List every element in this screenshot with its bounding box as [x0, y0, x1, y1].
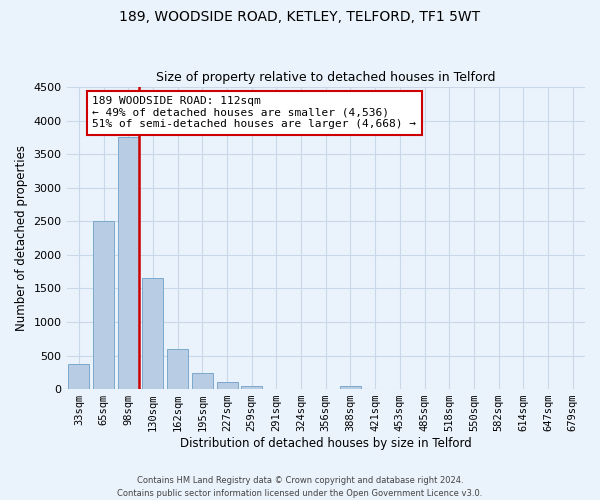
Bar [118, 138, 139, 389]
Text: 189 WOODSIDE ROAD: 112sqm
← 49% of detached houses are smaller (4,536)
51% of se: 189 WOODSIDE ROAD: 112sqm ← 49% of detac… [92, 96, 416, 130]
Title: Size of property relative to detached houses in Telford: Size of property relative to detached ho… [156, 72, 496, 85]
X-axis label: Distribution of detached houses by size in Telford: Distribution of detached houses by size … [180, 437, 472, 450]
Bar [167, 349, 188, 389]
Bar [93, 222, 114, 389]
Bar [241, 386, 262, 389]
Bar [340, 386, 361, 389]
Bar [192, 372, 213, 389]
Y-axis label: Number of detached properties: Number of detached properties [15, 145, 28, 331]
Bar [217, 382, 238, 389]
Text: 189, WOODSIDE ROAD, KETLEY, TELFORD, TF1 5WT: 189, WOODSIDE ROAD, KETLEY, TELFORD, TF1… [119, 10, 481, 24]
Text: Contains HM Land Registry data © Crown copyright and database right 2024.
Contai: Contains HM Land Registry data © Crown c… [118, 476, 482, 498]
Bar [68, 364, 89, 389]
Bar [142, 278, 163, 389]
